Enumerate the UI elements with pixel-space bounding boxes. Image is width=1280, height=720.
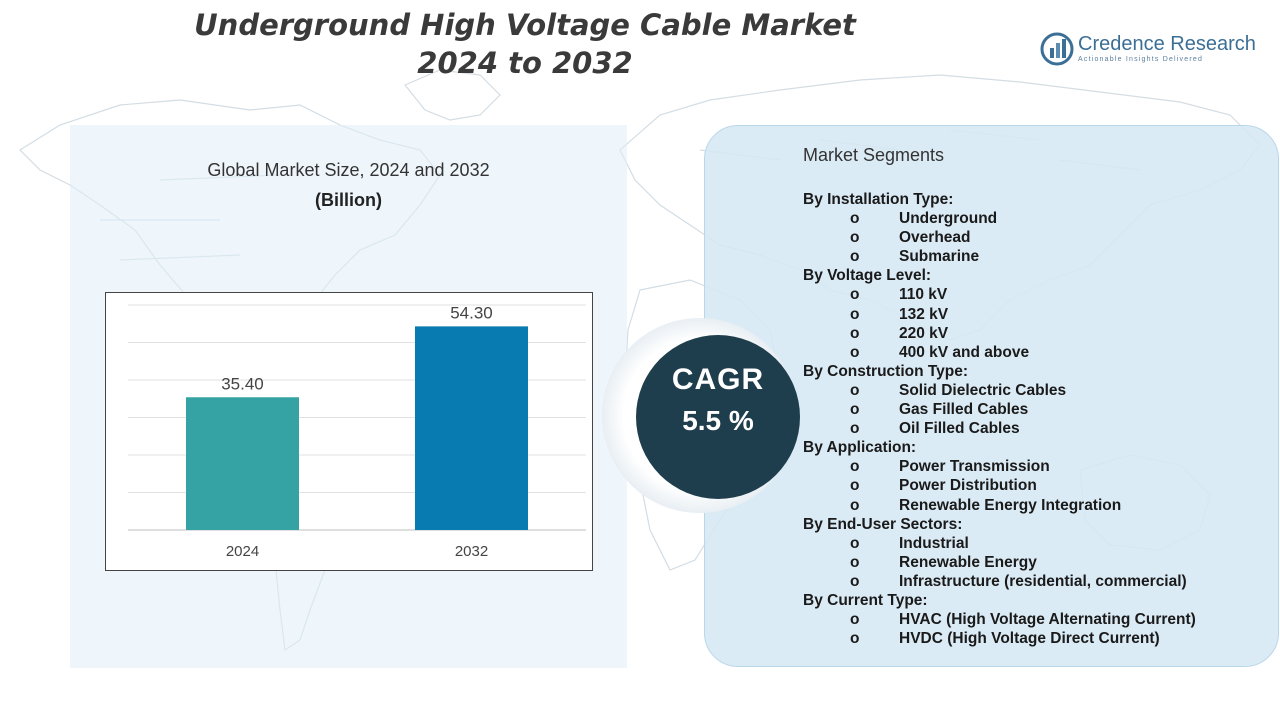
bullet-icon: o bbox=[850, 572, 860, 590]
data-label: 54.30 bbox=[450, 303, 493, 322]
chart-unit: (Billion) bbox=[315, 190, 382, 210]
segment-item-label: Oil Filled Cables bbox=[899, 420, 1020, 438]
segment-item-label: Power Transmission bbox=[899, 458, 1050, 476]
segment-item: o Power Distribution bbox=[803, 476, 1273, 495]
cagr-value: 5.5 % bbox=[682, 405, 754, 436]
bar-chart: 35.40 2024 54.30 2032 bbox=[105, 292, 593, 571]
segment-item-label: Industrial bbox=[899, 534, 969, 552]
page-title-line2: 2024 to 2032 bbox=[417, 46, 633, 80]
segment-group-title: By Installation Type: bbox=[803, 191, 954, 208]
segment-item-label: 400 kV and above bbox=[899, 343, 1030, 361]
bullet-icon: o bbox=[850, 534, 860, 552]
segment-item-label: Power Distribution bbox=[899, 477, 1037, 495]
bar-chart-svg: 35.40 2024 54.30 2032 bbox=[128, 303, 586, 560]
bullet-icon: o bbox=[850, 553, 860, 571]
segment-item-label: Underground bbox=[899, 210, 998, 228]
bullet-icon: o bbox=[850, 630, 860, 648]
segment-item-label: Renewable Energy Integration bbox=[899, 496, 1122, 514]
chart-title: Global Market Size, 2024 and 2032 bbox=[207, 160, 490, 180]
segment-item: o Oil Filled Cables bbox=[803, 419, 1273, 438]
segment-item: o Industrial bbox=[803, 534, 1273, 553]
bullet-icon: o bbox=[850, 324, 860, 342]
segment-group-title: By End-User Sectors: bbox=[803, 515, 963, 533]
segment-item: o Underground bbox=[803, 209, 1273, 228]
x-tick-label: 2032 bbox=[455, 543, 488, 560]
segments-title: Market Segments bbox=[803, 145, 945, 165]
bullet-icon: o bbox=[850, 420, 860, 438]
segment-item-label: 220 kV bbox=[899, 324, 949, 342]
brand-tagline: Actionable Insights Delivered bbox=[1078, 56, 1204, 63]
segment-group-title: By Construction Type: bbox=[803, 362, 969, 380]
segment-item: o Renewable Energy bbox=[803, 553, 1273, 572]
segment-item-label: 132 kV bbox=[899, 305, 949, 323]
segment-item: o Overhead bbox=[803, 228, 1273, 247]
page-title: Underground High Voltage Cable Market 20… bbox=[140, 6, 910, 82]
bullet-icon: o bbox=[850, 458, 860, 476]
bullet-icon: o bbox=[850, 611, 860, 629]
segment-group-title: By Voltage Level: bbox=[803, 267, 932, 285]
segments-list: By Installation Type: o Underground o Overhe… bbox=[803, 190, 1273, 648]
bullet-icon: o bbox=[850, 229, 860, 247]
segment-item: o Submarine bbox=[803, 247, 1273, 266]
segment-item: o Infrastructure (residential, commercial… bbox=[803, 572, 1273, 591]
segment-item: o Power Transmission bbox=[803, 457, 1273, 476]
segment-item: o Solid Dielectric Cables bbox=[803, 381, 1273, 400]
brand-logo-icon bbox=[1040, 32, 1074, 66]
bullet-icon: o bbox=[850, 343, 860, 361]
page-title-line1: Underground High Voltage Cable Market bbox=[194, 8, 856, 42]
segment-item: o 110 kV bbox=[803, 285, 1273, 304]
segment-item: o HVAC (High Voltage Alternating Current) bbox=[803, 610, 1273, 629]
segment-item: o 220 kV bbox=[803, 324, 1273, 343]
segment-item: o Renewable Energy Integration bbox=[803, 496, 1273, 515]
segment-item-label: Renewable Energy bbox=[899, 553, 1037, 571]
cagr-badge: CAGR 5.5 % bbox=[636, 335, 800, 499]
segment-group-title: By Application: bbox=[803, 439, 917, 457]
bullet-icon: o bbox=[850, 381, 860, 399]
bullet-icon: o bbox=[850, 477, 860, 495]
segment-item: o HVDC (High Voltage Direct Current) bbox=[803, 629, 1273, 648]
bullet-icon: o bbox=[850, 401, 860, 419]
bullet-icon: o bbox=[850, 305, 860, 323]
brand-name: Credence Research bbox=[1078, 33, 1256, 55]
segment-item-label: 110 kV bbox=[899, 286, 948, 304]
segment-item-label: Submarine bbox=[899, 248, 980, 266]
segment-item: o 400 kV and above bbox=[803, 343, 1273, 362]
data-label: 35.40 bbox=[221, 374, 264, 393]
bullet-icon: o bbox=[850, 496, 860, 514]
segment-item: o 132 kV bbox=[803, 305, 1273, 324]
segment-item-label: HVAC (High Voltage Alternating Current) bbox=[899, 611, 1196, 629]
cagr-label: CAGR bbox=[671, 363, 765, 396]
segment-item-label: Overhead bbox=[899, 229, 971, 247]
segment-item-label: HVDC (High Voltage Direct Current) bbox=[899, 630, 1160, 648]
segment-item: o Gas Filled Cables bbox=[803, 400, 1273, 419]
segment-group-title: By Current Type: bbox=[803, 591, 928, 609]
bullet-icon: o bbox=[850, 210, 860, 228]
segment-item-label: Infrastructure (residential, commercial) bbox=[899, 572, 1187, 590]
segment-item-label: Gas Filled Cables bbox=[899, 401, 1029, 419]
bullet-icon: o bbox=[850, 248, 860, 266]
bar-2024 bbox=[186, 397, 299, 530]
segment-item-label: Solid Dielectric Cables bbox=[899, 381, 1067, 399]
bullet-icon: o bbox=[850, 286, 860, 304]
x-tick-label: 2024 bbox=[226, 543, 259, 560]
brand-logo: Credence Research Actionable Insights De… bbox=[1040, 30, 1270, 70]
bar-2032 bbox=[415, 326, 528, 530]
